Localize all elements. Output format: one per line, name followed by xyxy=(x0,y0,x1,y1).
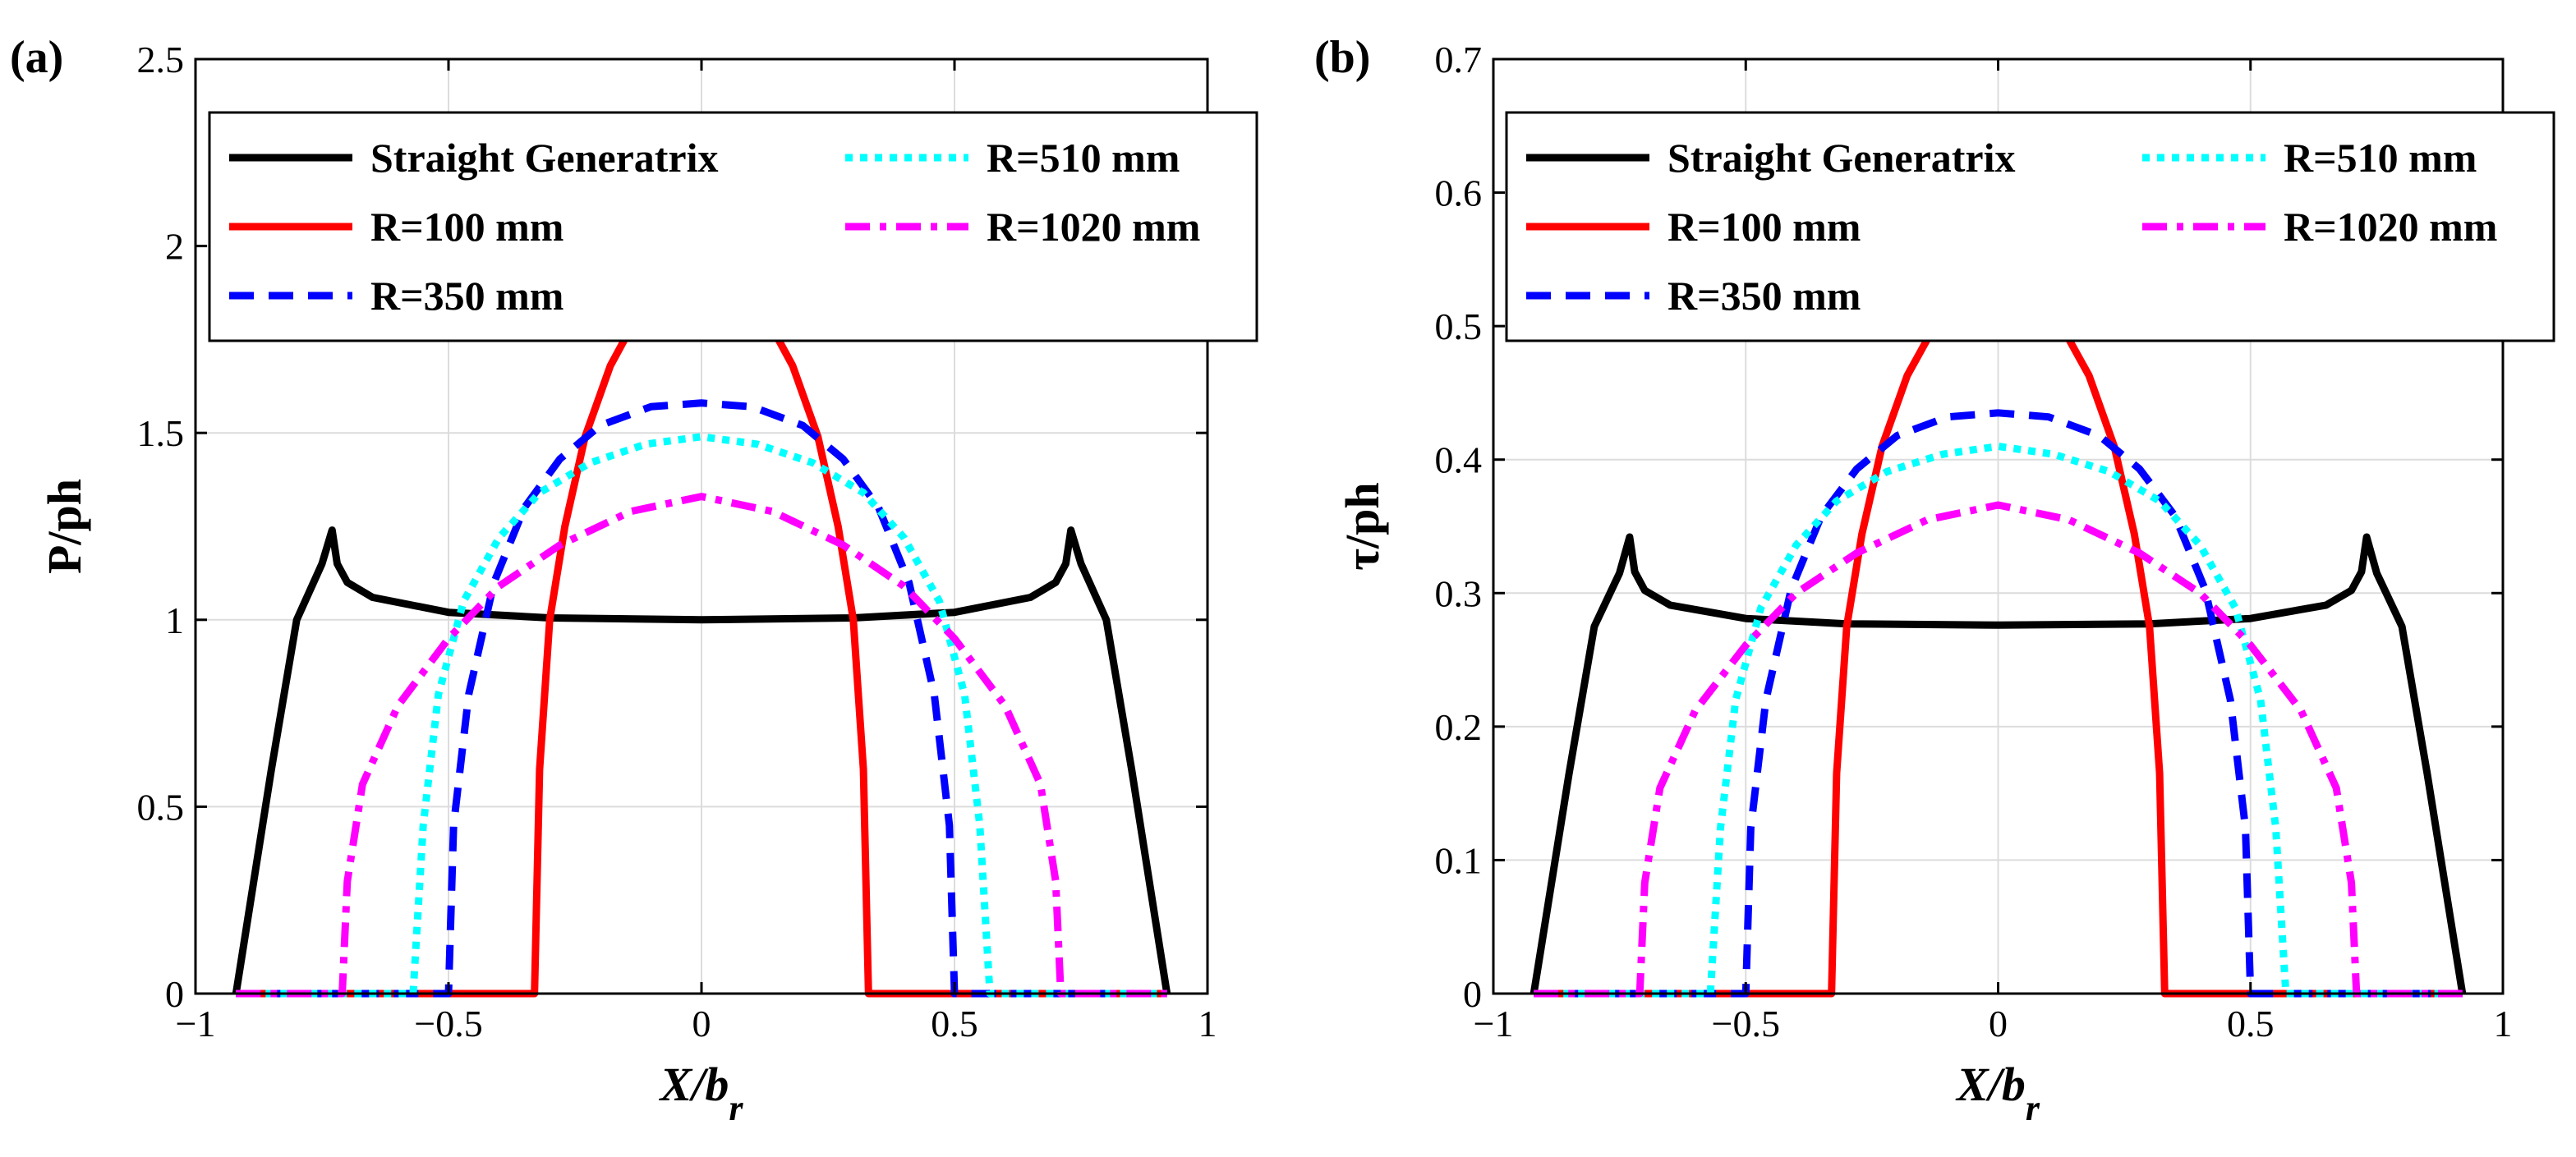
x-axis-label-subscript: r xyxy=(729,1088,743,1128)
x-axis-label-main: X/b xyxy=(1955,1058,2026,1111)
y-tick-label: 0.6 xyxy=(1435,172,1483,214)
x-tick-label: 1 xyxy=(1198,1003,1217,1045)
legend: Straight Generatrix R=100 mm R=350 mm R=510… xyxy=(1505,111,2555,342)
legend-label: R=1020 mm xyxy=(2284,204,2497,250)
y-tick-label: 2.5 xyxy=(137,39,185,80)
y-tick-label: 0 xyxy=(165,973,184,1015)
y-tick-label: 0.2 xyxy=(1435,706,1483,748)
x-tick-label: 0 xyxy=(1989,1003,2008,1045)
legend-label: Straight Generatrix xyxy=(1668,135,2016,181)
y-axis-label: τ/ph xyxy=(1336,482,1389,570)
legend-label: R=510 mm xyxy=(2284,135,2477,181)
x-axis-label: X/br xyxy=(1955,1058,2040,1128)
x-tick-label: 1 xyxy=(2494,1003,2513,1045)
legend: Straight Generatrix R=100 mm R=350 mm R=510… xyxy=(208,111,1258,342)
legend-label: R=100 mm xyxy=(1668,204,1861,250)
x-tick-label: −0.5 xyxy=(414,1003,482,1045)
legend-box xyxy=(1505,111,2555,342)
y-tick-label: 1 xyxy=(165,599,184,641)
x-tick-label: 0 xyxy=(692,1003,711,1045)
series-line-r-510-mm xyxy=(236,433,1167,998)
panel-label: (a) xyxy=(10,32,63,83)
y-tick-label: 1.5 xyxy=(137,412,185,454)
y-tick-label: 0 xyxy=(1463,973,1482,1015)
y-tick-label: 0.1 xyxy=(1435,839,1483,881)
x-axis-label-subscript: r xyxy=(2026,1088,2040,1128)
legend-label: R=1020 mm xyxy=(987,204,1200,250)
x-tick-label: −0.5 xyxy=(1712,1003,1780,1045)
series-line-r-350-mm xyxy=(1534,409,2463,998)
y-tick-label: 0.5 xyxy=(1435,305,1483,347)
x-axis-label-main: X/b xyxy=(659,1058,729,1111)
series-line-straight-generatrix xyxy=(1530,533,2467,994)
legend-label: R=350 mm xyxy=(1668,273,1861,319)
series-line-r-1020-mm xyxy=(236,493,1167,998)
series-line-r-1020-mm xyxy=(1534,501,2463,998)
panel-label: (b) xyxy=(1314,32,1370,83)
chart-panel-1: −1 −0.5 0 0.5 1 0 0.1 0.2 0.3 0.4 0.5 0.6 0.7 (b) τ/ph… xyxy=(1314,32,2555,1128)
y-tick-label: 0.7 xyxy=(1435,39,1483,80)
series-line-straight-generatrix xyxy=(232,526,1171,994)
y-tick-label: 0.5 xyxy=(137,786,185,828)
legend-label: R=510 mm xyxy=(987,135,1180,181)
chart-panel-0: −1 −0.5 0 0.5 1 0 0.5 1 1.5 2 2.5 (a) P/ph X/br Straig… xyxy=(10,32,1258,1128)
y-tick-label: 0.3 xyxy=(1435,572,1483,614)
x-tick-label: 0.5 xyxy=(931,1003,978,1045)
y-tick-label: 0.4 xyxy=(1435,439,1483,481)
y-tick-label: 2 xyxy=(165,226,184,268)
legend-label: Straight Generatrix xyxy=(370,135,719,181)
legend-label: R=100 mm xyxy=(370,204,564,250)
legend-label: R=350 mm xyxy=(370,273,564,319)
legend-box xyxy=(208,111,1258,342)
x-axis-label: X/br xyxy=(659,1058,744,1128)
x-tick-label: 0.5 xyxy=(2227,1003,2275,1045)
y-axis-label: P/ph xyxy=(38,479,91,574)
x-tick-label: −1 xyxy=(176,1003,216,1045)
series-line-r-350-mm xyxy=(236,399,1167,998)
x-tick-label: −1 xyxy=(1474,1003,1514,1045)
